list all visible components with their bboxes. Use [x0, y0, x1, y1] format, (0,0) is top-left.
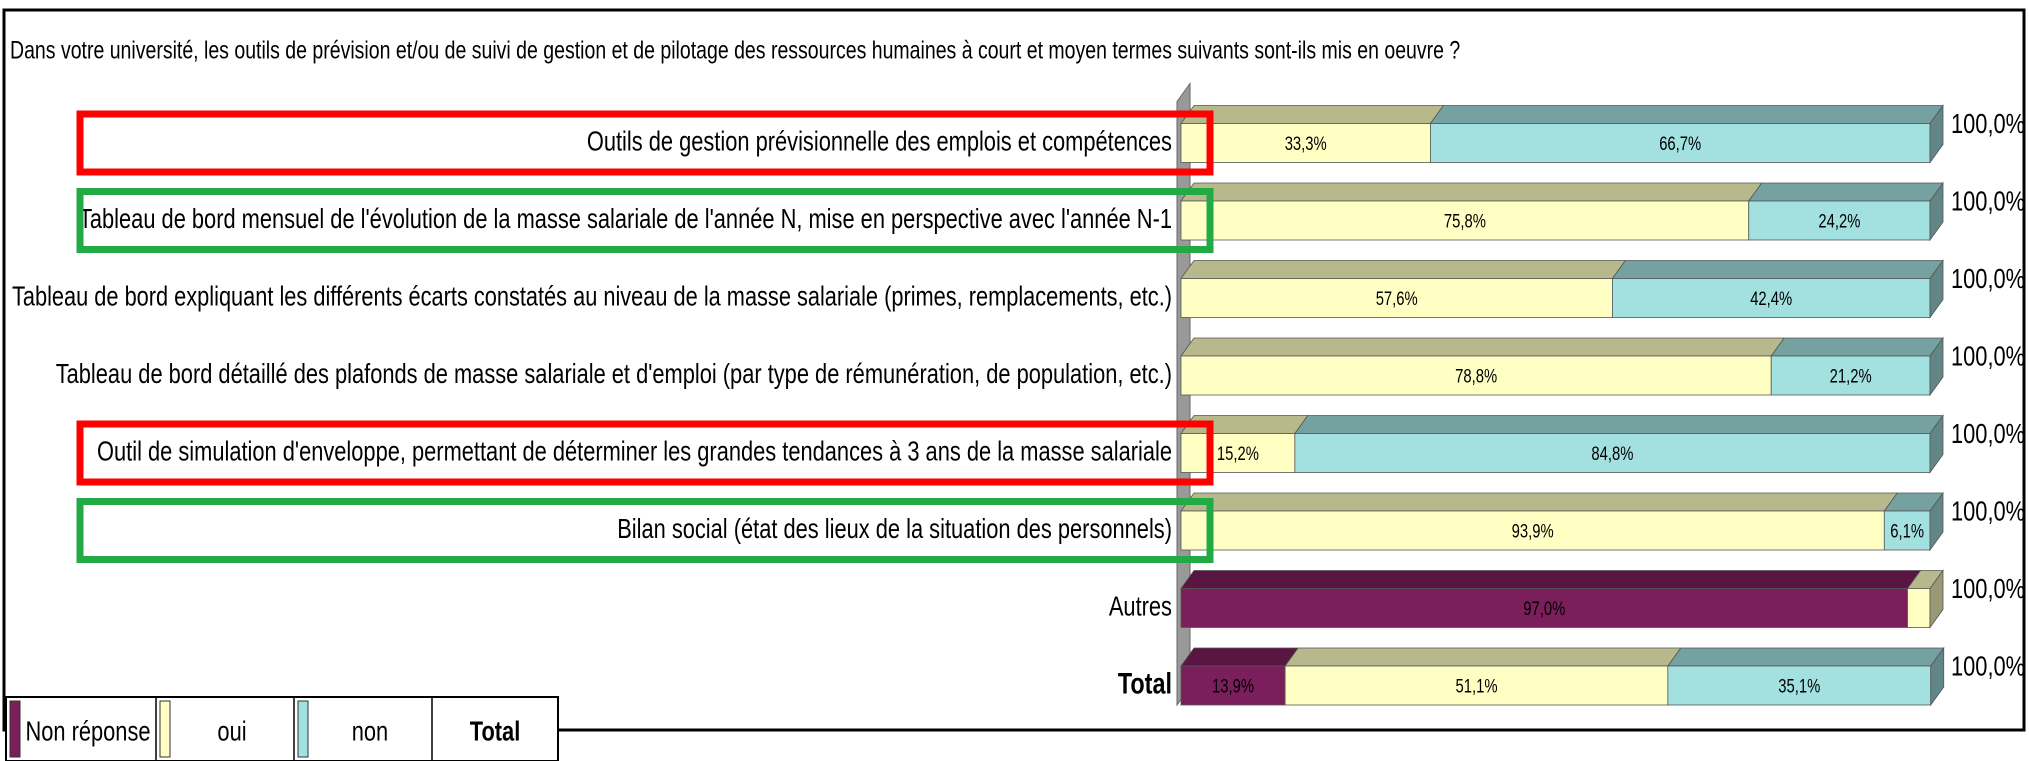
category-label: Tableau de bord mensuel de l'évolution d… [79, 203, 1172, 234]
legend-label: oui [217, 715, 246, 746]
total-label: 100,0% [1951, 185, 2025, 216]
bar-top [1611, 260, 1944, 279]
bar-top [1180, 182, 1763, 202]
value-label: 57,6% [1376, 289, 1418, 310]
bar-side [1929, 414, 1944, 474]
category-label: Autres [1109, 590, 1172, 621]
highlight-box [76, 420, 1214, 486]
total-label: 100,0% [1951, 340, 2025, 371]
chart-title: Dans votre université, les outils de pré… [10, 37, 1460, 65]
bar-segment [1612, 278, 1931, 318]
bar-segment [1907, 588, 1931, 628]
legend-label: Non réponse [25, 715, 150, 746]
bar-side [1929, 491, 1944, 552]
bar-top [1284, 647, 1682, 667]
bar-top [1180, 260, 1627, 279]
value-label: 97,0% [1523, 599, 1565, 620]
value-label: 42,4% [1750, 289, 1792, 310]
bar-side [1929, 104, 1944, 164]
bar-top [1770, 337, 1944, 357]
bar-segment [1667, 665, 1932, 706]
value-label: 35,1% [1778, 677, 1820, 698]
total-label: 100,0% [1951, 263, 2025, 294]
bar-segment [1180, 510, 1885, 551]
bar-side [1929, 569, 1944, 629]
total-label: 100,0% [1951, 108, 2025, 139]
bar-top [1180, 647, 1299, 667]
value-label: 75,8% [1444, 212, 1486, 233]
bar-segment [1180, 355, 1772, 396]
total-label: 100,0% [1951, 495, 2025, 526]
bar-segment [1284, 665, 1669, 706]
bar-side [1929, 181, 1944, 242]
value-label: 6,1% [1890, 522, 1924, 543]
legend-total: Total [470, 715, 521, 746]
bar-segment [1180, 123, 1431, 163]
category-label: Tableau de bord détaillé des plafonds de… [56, 358, 1172, 389]
bar-top [1180, 492, 1899, 512]
value-label: 24,2% [1818, 212, 1860, 233]
total-label: 100,0% [1951, 418, 2025, 449]
bar-segment [1180, 433, 1296, 473]
highlight-box [76, 188, 1214, 253]
value-label: 21,2% [1830, 367, 1872, 388]
category-label: Outils de gestion prévisionnelle des emp… [587, 125, 1172, 156]
chart-frame [2, 8, 2026, 732]
value-label: 33,3% [1285, 134, 1327, 155]
bar-top [1667, 647, 1945, 667]
legend-frame [5, 696, 559, 761]
bar-top [1747, 182, 1944, 202]
value-label: 66,7% [1659, 134, 1701, 155]
bar-top [1180, 570, 1922, 589]
bar-segment [1883, 510, 1931, 551]
value-label: 93,9% [1512, 522, 1554, 543]
value-label: 51,1% [1455, 677, 1497, 698]
bar-segment [1180, 588, 1908, 628]
bar-segment [1180, 200, 1750, 241]
highlight-box [76, 110, 1214, 176]
bar-top [1180, 105, 1445, 124]
bar-top [1180, 337, 1785, 357]
category-label: Outil de simulation d'enveloppe, permett… [97, 435, 1172, 466]
value-label: 15,2% [1217, 444, 1259, 465]
highlight-box [76, 498, 1214, 563]
total-label: 100,0% [1951, 573, 2025, 604]
category-label: Bilan social (état des lieux de la situa… [617, 513, 1172, 544]
bar-segment [1294, 433, 1931, 473]
bar-top [1294, 415, 1944, 434]
value-label: 84,8% [1591, 444, 1633, 465]
category-label: Tableau de bord expliquant les différent… [12, 280, 1172, 311]
bar-segment [1748, 200, 1931, 241]
total-label: 100,0% [1951, 650, 2025, 681]
legend-swatch [297, 700, 309, 758]
bar-side [1929, 259, 1944, 319]
legend-swatch [159, 700, 171, 758]
bar-segment [1430, 123, 1931, 163]
legend-label: non [352, 715, 388, 746]
bar-segment [1180, 278, 1613, 318]
category-label: Total [1118, 667, 1172, 700]
bar-top [1429, 105, 1944, 124]
value-label: 13,9% [1212, 677, 1254, 698]
legend-swatch [9, 700, 21, 758]
bar-side [1930, 646, 1945, 707]
bar-side [1929, 336, 1944, 397]
value-label: 78,8% [1455, 367, 1497, 388]
bar-segment [1180, 665, 1286, 706]
